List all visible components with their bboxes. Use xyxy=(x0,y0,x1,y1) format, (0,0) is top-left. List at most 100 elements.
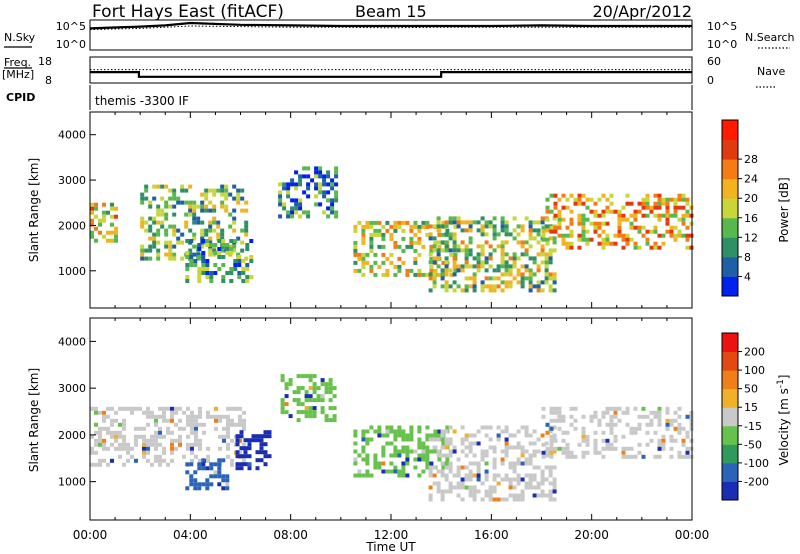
velocity-band-4-cell xyxy=(377,465,382,470)
power-band-5-cell xyxy=(516,256,521,261)
power-band-1-cell xyxy=(160,196,165,201)
velocity-band-5-cell xyxy=(520,489,525,494)
power-band-5-cell xyxy=(508,264,513,269)
power-band-6-cell xyxy=(593,213,598,218)
power-band-3-cell xyxy=(334,214,339,219)
power-band-5-cell xyxy=(540,252,545,257)
power-band-6-cell xyxy=(569,217,574,222)
velocity-band-0-cell xyxy=(186,418,190,423)
power-band-1-cell xyxy=(148,256,153,261)
power-band-4-cell xyxy=(409,244,414,249)
velocity-band-4-cell xyxy=(405,461,410,466)
velocity-band-6-cell xyxy=(621,410,626,415)
velocity-band-2-cell xyxy=(243,446,248,451)
velocity-band-2-cell xyxy=(259,446,264,451)
velocity-band-4-cell xyxy=(365,469,370,474)
velocity-band-3-cell xyxy=(284,402,289,407)
velocity-band-4-cell xyxy=(393,445,398,450)
power-band-5-cell xyxy=(480,216,485,221)
power-band-2-cell xyxy=(237,271,242,275)
power-band-5-cell xyxy=(468,240,473,245)
velocity-band-0-cell xyxy=(106,462,110,467)
power-band-5-cell xyxy=(548,276,553,281)
power-band-4-cell xyxy=(409,240,414,245)
velocity-band-4-cell xyxy=(417,453,422,458)
power-band-1-cell xyxy=(192,232,197,237)
power-band-4-cell xyxy=(409,228,414,233)
power-band-1-cell xyxy=(244,220,249,225)
velocity-band-6-cell xyxy=(541,450,546,455)
velocity-band-6-cell xyxy=(637,450,642,455)
velocity-band-6-cell xyxy=(561,418,566,423)
power-band-1-cell xyxy=(164,232,169,237)
velocity-band-4-cell xyxy=(401,465,406,470)
velocity-band-5-cell xyxy=(436,469,441,474)
power-band-6-cell xyxy=(565,245,570,250)
velocity-band-6-cell xyxy=(557,410,562,415)
velocity-band-0-cell xyxy=(154,446,158,451)
velocity-band-6-cell xyxy=(553,438,558,443)
velocity-band-5-cell xyxy=(532,477,537,482)
power-band-6-cell xyxy=(609,201,614,206)
velocity-band-1-cell xyxy=(205,466,210,471)
velocity-band-5-cell xyxy=(504,445,509,450)
power-band-5-cell xyxy=(532,284,537,289)
power-band-5-cell xyxy=(480,284,485,289)
velocity-band-4-cell xyxy=(353,461,358,466)
velocity-band-4-cell xyxy=(433,449,438,454)
velocity-band-4-cell xyxy=(441,437,446,442)
power-band-1-cell xyxy=(152,240,157,245)
velocity-band-4-cell xyxy=(425,453,430,458)
power-colorbar-tick-label-3: 16 xyxy=(744,212,758,225)
power-band-2-cell xyxy=(197,247,202,251)
power-band-5-cell xyxy=(528,284,533,289)
velocity-band-5-cell xyxy=(440,445,445,450)
velocity-band-6-cell xyxy=(605,406,610,411)
velocity-band-5-cell xyxy=(544,477,549,482)
power-band-6-cell xyxy=(653,205,658,210)
power-band-5-cell xyxy=(508,256,513,261)
power-band-5-cell xyxy=(432,272,437,277)
velocity-band-0-cell xyxy=(122,438,126,443)
power-band-1-cell xyxy=(160,184,165,189)
power-band-1-cell xyxy=(168,188,173,193)
velocity-band-4-cell xyxy=(393,449,398,454)
power-band-5-cell xyxy=(516,280,521,285)
velocity-band-2-cell xyxy=(247,454,252,459)
power-band-5-cell xyxy=(440,284,445,289)
power-band-1-cell xyxy=(192,244,197,249)
velocity-band-4-cell xyxy=(385,441,390,446)
power-band-4-cell xyxy=(413,224,418,229)
power-band-4-cell xyxy=(365,252,370,257)
velocity-band-5-cell xyxy=(524,449,529,454)
velocity-band-5-cell xyxy=(436,485,441,490)
velocity-band-5-cell xyxy=(508,477,513,482)
power-band-5-cell xyxy=(476,244,481,249)
power-band-1-cell xyxy=(236,236,241,241)
power-band-5-cell xyxy=(488,256,493,261)
power-band-1-cell xyxy=(148,224,153,229)
power-band-0-cell xyxy=(110,238,114,243)
velocity-band-5-cell xyxy=(476,429,481,434)
power-band-5-cell xyxy=(456,244,461,249)
velocity-band-5-cell xyxy=(456,469,461,474)
power-band-6-cell xyxy=(565,197,570,202)
power-band-6-cell xyxy=(589,221,594,226)
power-band-5-cell xyxy=(444,264,449,269)
velocity-band-0-cell xyxy=(170,442,174,447)
power-band-1-cell xyxy=(160,208,165,213)
power-band-6-cell xyxy=(665,197,670,202)
power-band-6-cell xyxy=(677,205,682,210)
power-band-5-cell xyxy=(436,216,441,221)
power-band-5-cell xyxy=(500,256,505,261)
velocity-band-4-cell xyxy=(373,457,378,462)
power-band-6-cell xyxy=(669,197,674,202)
velocity-band-6-cell xyxy=(565,446,570,451)
power-band-1-cell xyxy=(220,228,225,233)
velocity-band-6-cell xyxy=(657,410,662,415)
velocity-band-2-cell xyxy=(255,438,260,443)
velocity-band-0-cell xyxy=(134,438,138,443)
power-band-4-cell xyxy=(429,256,434,261)
power-band-5-cell xyxy=(528,256,533,261)
